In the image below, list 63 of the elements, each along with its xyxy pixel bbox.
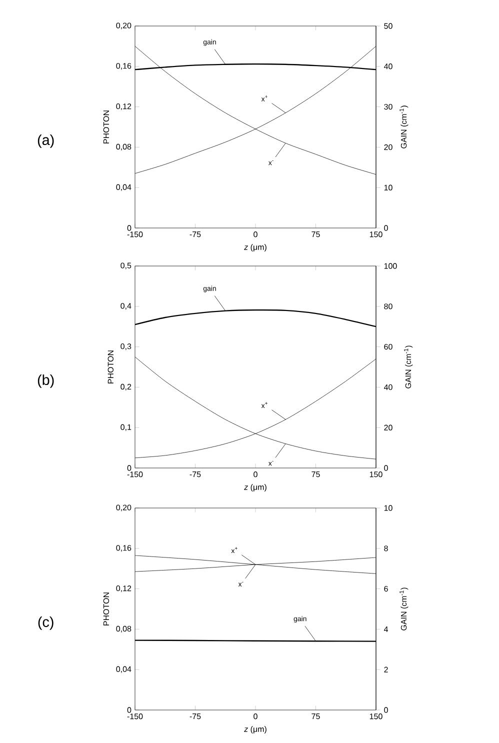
y-tick-label: 0,20 xyxy=(116,504,132,512)
x-tick-label: -75 xyxy=(190,472,201,478)
x-tick-label: -75 xyxy=(190,714,201,720)
x-axis-title: z (μm) xyxy=(244,726,266,734)
x-tick-label: 75 xyxy=(312,714,320,720)
y-tick-label: 0,12 xyxy=(116,585,132,592)
x-tick-label: 150 xyxy=(370,472,382,478)
y2-tick-label: 10 xyxy=(384,505,392,511)
y2-axis-title: GAIN (cm$^{-1}$) xyxy=(404,346,413,388)
y2-tick-label: 40 xyxy=(384,64,392,70)
y-tick-label: 0,08 xyxy=(116,626,132,632)
y2-tick-label: 100 xyxy=(384,263,397,269)
y2-axis-title: GAIN (cm$^{-1}$) xyxy=(400,106,408,148)
y2-tick-label: 8 xyxy=(384,546,388,552)
y2-tick-label: 0 xyxy=(384,707,388,713)
x-axis-title: z (μm) xyxy=(244,484,266,492)
y-tick-label: 0,12 xyxy=(116,103,132,110)
y-tick-label: 0,1 xyxy=(120,424,132,431)
y2-tick-label: 20 xyxy=(384,144,392,150)
x-tick-label: 150 xyxy=(370,714,382,720)
y2-tick-label: 30 xyxy=(384,104,392,110)
y-tick-label: 0,2 xyxy=(120,384,132,390)
x-tick-label: 75 xyxy=(312,472,320,478)
x-axis-title: z (μm) xyxy=(244,244,266,252)
x-tick-label: -150 xyxy=(127,714,143,720)
x-tick-label: 150 xyxy=(370,232,382,238)
text: (a) xyxy=(38,134,54,148)
y2-tick-label: 50 xyxy=(384,23,392,29)
y-tick-label: 0,16 xyxy=(116,545,132,552)
x-tick-label: 0 xyxy=(254,232,258,238)
y2-axis-title: GAIN (cm$^{-1}$) xyxy=(400,588,408,630)
x-tick-label: -150 xyxy=(127,472,143,478)
text: (c) xyxy=(38,616,54,630)
y-tick-label: 0,04 xyxy=(116,666,132,673)
y-tick-label: 0 xyxy=(127,225,132,231)
x-tick-label: -75 xyxy=(190,232,201,238)
y-tick-label: 0 xyxy=(127,465,132,471)
y2-tick-label: 60 xyxy=(384,344,392,350)
y2-tick-label: 10 xyxy=(384,184,392,190)
y2-tick-label: 0 xyxy=(384,465,388,471)
y-tick-label: 0,08 xyxy=(116,144,132,150)
y-tick-label: 0,5 xyxy=(120,262,132,270)
y-tick-label: 0,3 xyxy=(120,343,132,350)
y-axis-title: PHOTON xyxy=(103,110,110,144)
y2-tick-label: 0 xyxy=(384,225,388,231)
y-axis-title: PHOTON xyxy=(103,592,110,626)
x-tick-label: -150 xyxy=(127,232,143,238)
y2-tick-label: 40 xyxy=(384,384,392,390)
y-axis-title: PHOTON xyxy=(108,350,114,384)
y2-tick-label: 6 xyxy=(384,586,388,592)
y-tick-label: 0 xyxy=(127,707,132,713)
y2-tick-label: 2 xyxy=(384,666,388,672)
y2-tick-label: 4 xyxy=(384,626,388,632)
y2-tick-label: 20 xyxy=(384,424,392,430)
y-tick-label: 0,4 xyxy=(120,303,132,310)
y-tick-label: 0,16 xyxy=(116,63,132,70)
y2-tick-label: 80 xyxy=(384,304,392,310)
x-tick-label: 0 xyxy=(254,472,258,478)
x-tick-label: 0 xyxy=(254,714,258,720)
text: (b) xyxy=(38,374,54,388)
y-tick-label: 0,04 xyxy=(116,184,132,191)
y-tick-label: 0,20 xyxy=(116,22,132,30)
x-tick-label: 75 xyxy=(312,232,320,238)
